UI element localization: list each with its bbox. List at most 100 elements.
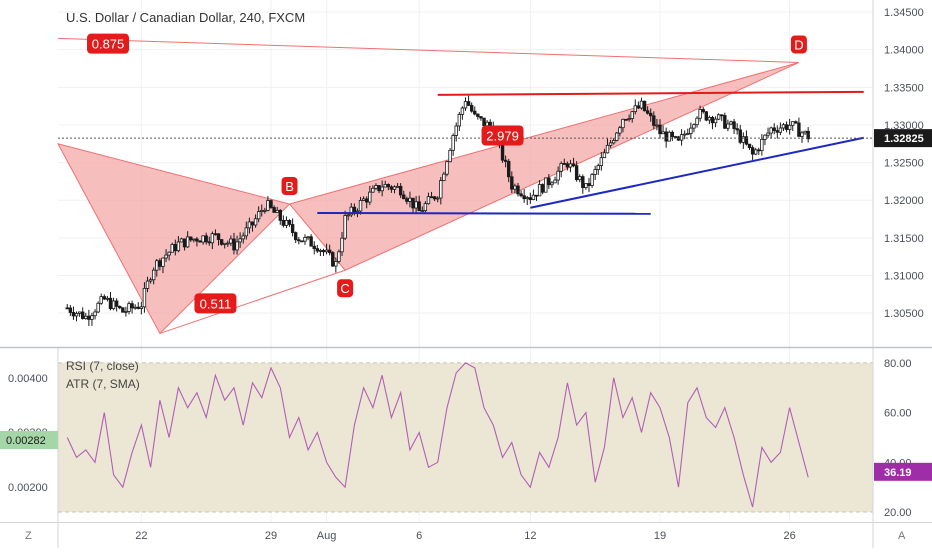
candle-body bbox=[738, 129, 742, 143]
candle-body bbox=[652, 115, 656, 126]
candle-body bbox=[349, 206, 353, 216]
candle-body bbox=[621, 118, 625, 129]
time-axis-ticks[interactable]: 22 29 Aug 6 12 19 26 bbox=[135, 530, 796, 542]
candle-body bbox=[346, 214, 350, 217]
candle bbox=[670, 130, 675, 142]
candle bbox=[791, 121, 795, 131]
candle-body bbox=[167, 251, 171, 256]
candle-body bbox=[216, 233, 221, 240]
candle bbox=[253, 214, 258, 228]
candle-body bbox=[383, 184, 387, 188]
time-tick-label: 29 bbox=[265, 530, 277, 542]
price-axis-ticks[interactable]: 1.34500 1.34000 1.33500 1.33000 1.32500 1.320… bbox=[884, 7, 924, 320]
candle bbox=[127, 301, 131, 315]
candle bbox=[195, 236, 199, 247]
candle bbox=[71, 306, 76, 320]
candle-body bbox=[553, 179, 557, 184]
candle-body bbox=[118, 305, 122, 309]
rsi-legend[interactable]: RSI (7, close) bbox=[66, 359, 139, 373]
candle bbox=[550, 181, 554, 188]
candle bbox=[77, 311, 82, 317]
candle-body bbox=[84, 315, 88, 319]
candle-body bbox=[778, 127, 783, 133]
candle bbox=[281, 215, 286, 228]
candle-body bbox=[732, 121, 736, 129]
candle-body bbox=[516, 185, 520, 195]
candle bbox=[568, 159, 573, 173]
candle bbox=[99, 293, 103, 305]
candle bbox=[655, 118, 659, 131]
atr-legend[interactable]: ATR (7, SMA) bbox=[66, 377, 140, 391]
candle-body bbox=[226, 242, 230, 245]
candle-body bbox=[65, 307, 69, 310]
candle-body bbox=[531, 194, 536, 200]
candle-body bbox=[670, 131, 675, 137]
candle-body bbox=[624, 118, 628, 121]
candle-body bbox=[476, 113, 480, 117]
candle bbox=[537, 180, 542, 197]
candle-body bbox=[80, 311, 85, 319]
candle-body bbox=[275, 209, 279, 213]
candle bbox=[148, 277, 153, 284]
candle bbox=[750, 145, 755, 160]
candle-body bbox=[519, 193, 523, 197]
candle bbox=[507, 158, 511, 183]
candle-body bbox=[290, 224, 295, 233]
candle bbox=[114, 298, 119, 312]
candle bbox=[602, 148, 607, 159]
candle-body bbox=[256, 211, 261, 220]
candle-body bbox=[544, 177, 548, 193]
candle-body bbox=[630, 111, 634, 119]
candle-body bbox=[522, 195, 526, 200]
ratio-label-text: 0.875 bbox=[92, 37, 125, 52]
candle bbox=[312, 241, 316, 255]
candle bbox=[615, 131, 619, 142]
candle-body bbox=[189, 236, 193, 241]
candle bbox=[167, 251, 171, 261]
candle-body bbox=[485, 121, 489, 127]
candle bbox=[590, 173, 594, 188]
price-tick-label: 1.32000 bbox=[884, 195, 924, 207]
candle-body bbox=[432, 196, 437, 200]
harmonic-pattern bbox=[57, 37, 800, 335]
candle-body bbox=[806, 130, 810, 140]
candle-body bbox=[615, 132, 619, 141]
candle-body bbox=[133, 306, 137, 309]
candle-body bbox=[337, 251, 341, 262]
candle-body bbox=[355, 210, 360, 213]
zoom-icon[interactable]: Z bbox=[25, 530, 32, 542]
candle bbox=[710, 115, 715, 130]
candle bbox=[361, 196, 366, 202]
candle bbox=[318, 248, 323, 257]
candle-body bbox=[797, 122, 801, 137]
candle-body bbox=[321, 249, 326, 253]
candle-body bbox=[340, 237, 344, 253]
candle bbox=[260, 204, 264, 217]
candle-body bbox=[179, 238, 184, 243]
candle-body bbox=[525, 197, 529, 200]
candle bbox=[642, 100, 647, 112]
candle bbox=[136, 302, 140, 310]
auto-scale-icon[interactable]: A bbox=[898, 530, 906, 542]
candle bbox=[213, 229, 218, 236]
candle bbox=[531, 189, 536, 201]
candle-body bbox=[473, 110, 477, 115]
candle-body bbox=[306, 236, 310, 239]
candle bbox=[315, 244, 320, 253]
candle-body bbox=[766, 132, 770, 136]
candle-body bbox=[386, 184, 391, 188]
candle-body bbox=[272, 207, 276, 213]
candle-body bbox=[571, 163, 576, 167]
candle bbox=[118, 305, 122, 310]
last-price-badge: 1.32825 bbox=[874, 129, 932, 148]
candle-body bbox=[408, 197, 412, 202]
candle bbox=[485, 120, 489, 127]
candle-body bbox=[673, 136, 678, 138]
candle-body bbox=[324, 249, 329, 253]
candle-body bbox=[402, 194, 406, 200]
candle-body bbox=[241, 235, 245, 240]
candle bbox=[605, 138, 610, 154]
candle bbox=[102, 294, 107, 301]
candle bbox=[747, 143, 752, 150]
